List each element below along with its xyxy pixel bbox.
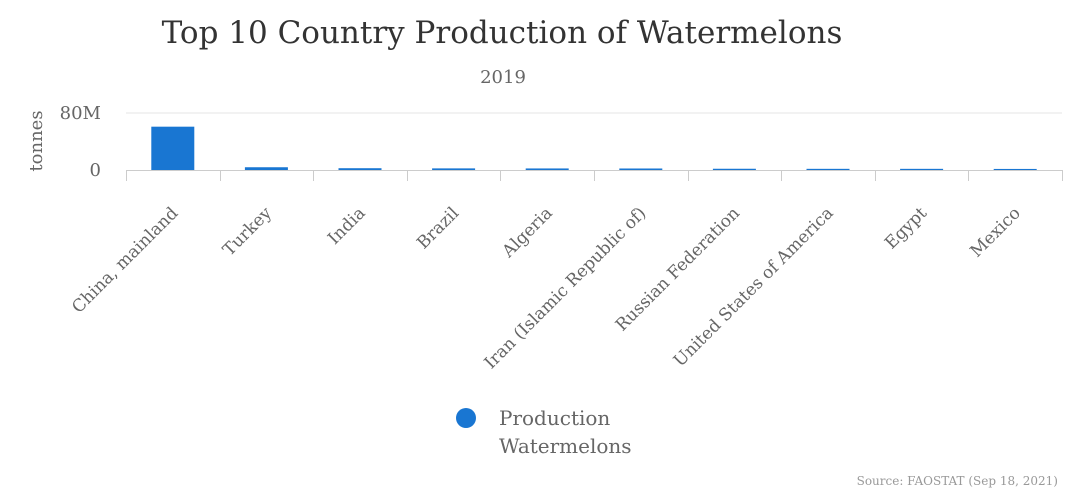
x-tick-label: Mexico xyxy=(967,203,1025,261)
x-tick-label: China, mainland xyxy=(68,203,182,317)
x-tick-label: India xyxy=(324,203,369,248)
bars xyxy=(151,126,1037,170)
y-axis: 0 80M xyxy=(60,103,101,181)
y-tick-label: 80M xyxy=(60,103,101,124)
bar[interactable] xyxy=(712,168,756,170)
bar[interactable] xyxy=(806,168,850,170)
y-tick-label: 0 xyxy=(90,160,101,181)
bar[interactable] xyxy=(900,168,944,170)
legend-label-line-2: Watermelons xyxy=(499,434,632,458)
bar[interactable] xyxy=(151,126,195,170)
x-axis: China, mainland Turkey India Brazil AlgeriaI… xyxy=(68,170,1063,373)
x-tick-label: United States of America xyxy=(670,203,838,371)
legend-marker xyxy=(456,408,476,428)
bar[interactable] xyxy=(993,168,1037,170)
x-tick-label: Algeria xyxy=(498,203,557,262)
bar[interactable] xyxy=(244,167,288,170)
bar[interactable] xyxy=(619,168,663,170)
legend[interactable]: Production Watermelons xyxy=(456,406,632,458)
x-tick-label: Egypt xyxy=(881,203,931,253)
x-tick-label: Brazil xyxy=(413,203,463,253)
bar[interactable] xyxy=(525,168,569,170)
bar[interactable] xyxy=(432,168,476,170)
chart-subtitle: 2019 xyxy=(480,67,526,88)
source-credit: Source: FAOSTAT (Sep 18, 2021) xyxy=(857,474,1058,488)
y-axis-label: tonnes xyxy=(26,110,47,171)
bar[interactable] xyxy=(338,168,382,170)
legend-label-line-1: Production xyxy=(499,406,610,430)
x-tick-label: Turkey xyxy=(219,203,276,260)
chart-title: Top 10 Country Production of Watermelons xyxy=(162,15,843,51)
x-tick-label: Iran (Islamic Republic of) xyxy=(481,203,651,373)
